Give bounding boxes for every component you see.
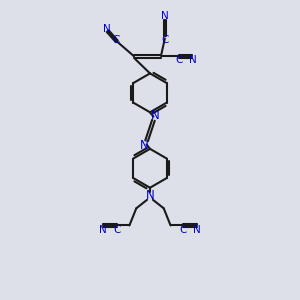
Text: N: N <box>146 189 154 202</box>
Text: C: C <box>179 225 186 235</box>
Text: C: C <box>161 35 169 45</box>
Text: N: N <box>161 11 169 21</box>
Text: C: C <box>114 225 121 235</box>
Text: N: N <box>189 56 196 65</box>
Text: N: N <box>99 225 107 235</box>
Text: N: N <box>103 24 110 34</box>
Text: N: N <box>151 109 160 122</box>
Text: N: N <box>140 140 149 152</box>
Text: N: N <box>193 225 201 235</box>
Text: C: C <box>112 34 119 45</box>
Text: C: C <box>175 56 182 65</box>
